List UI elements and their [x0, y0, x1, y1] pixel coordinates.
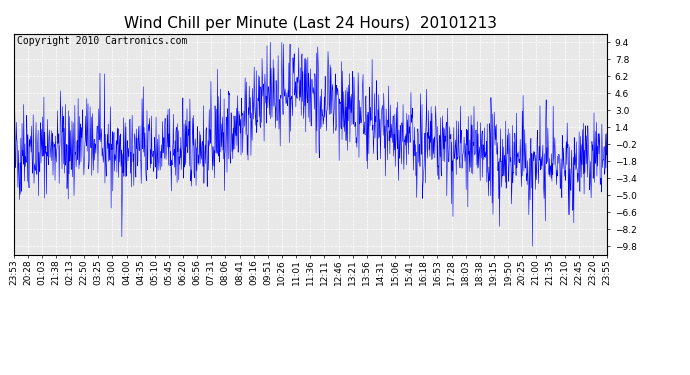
- Text: Copyright 2010 Cartronics.com: Copyright 2010 Cartronics.com: [17, 36, 187, 46]
- Title: Wind Chill per Minute (Last 24 Hours)  20101213: Wind Chill per Minute (Last 24 Hours) 20…: [124, 16, 497, 31]
